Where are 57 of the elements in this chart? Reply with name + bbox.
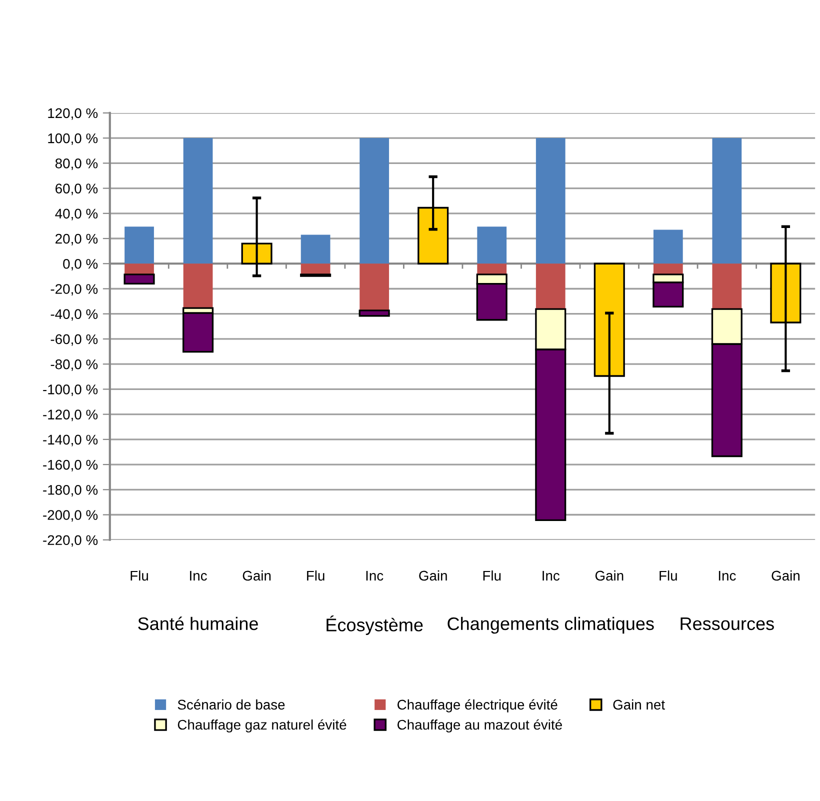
y-tick-label: -60,0 % (50, 334, 98, 346)
legend-label: Gain net (613, 699, 665, 710)
legend-label: Scénario de base (178, 699, 285, 710)
y-tick-label: 120,0 % (48, 108, 98, 120)
x-tick-label: Gain (772, 570, 800, 581)
y-tick-label: -20,0 % (50, 284, 98, 296)
y-tick-label: 80,0 % (55, 158, 98, 170)
legend-label: Chauffage gaz naturel évité (178, 719, 346, 732)
y-tick-label: -40,0 % (50, 309, 98, 321)
y-tick-label: -180,0 % (43, 484, 98, 496)
bar (183, 264, 213, 308)
y-tick-label: 0,0 % (63, 258, 98, 270)
legend-label: Chauffage au mazout évité (398, 719, 562, 732)
text: Santé humaine (138, 616, 258, 630)
bar (653, 230, 683, 264)
text: Écosystème (326, 616, 423, 635)
bar (477, 264, 507, 274)
y-tick-label: -100,0 % (43, 384, 98, 396)
bar (358, 310, 390, 317)
bar (536, 138, 566, 264)
x-tick-label: Inc (366, 570, 384, 581)
x-tick-label: Flu (130, 570, 148, 581)
bar (477, 226, 507, 264)
bar (360, 264, 390, 310)
x-tick-label: Gain (242, 570, 271, 581)
x-tick-label: Inc (542, 570, 560, 581)
x-tick-label: Gain (419, 570, 447, 581)
bar (124, 274, 155, 285)
x-tick-label: Inc (190, 570, 207, 581)
bar (300, 264, 330, 274)
bar (653, 264, 683, 274)
y-tick-label: 40,0 % (55, 208, 98, 220)
y-tick-label: -220,0 % (43, 535, 98, 547)
x-tick-label: Gain (595, 570, 624, 581)
text: Ressources (680, 618, 774, 630)
bar (536, 264, 566, 310)
x-tick-label: Flu (483, 570, 501, 581)
x-tick-label: Flu (660, 570, 677, 581)
y-tick-label: -80,0 % (50, 359, 98, 371)
bar (360, 138, 390, 264)
x-tick-label: Flu (307, 570, 324, 581)
bar (183, 138, 213, 264)
x-tick-label: Inc (718, 570, 736, 581)
y-tick-label: -160,0 % (43, 460, 98, 472)
bar (124, 226, 154, 264)
y-tick-label: 60,0 % (56, 184, 98, 196)
y-tick-label: 20,0 % (56, 234, 98, 246)
y-tick-label: -120,0 % (43, 410, 98, 422)
bar (300, 234, 330, 264)
text: Changements climatiques (448, 616, 654, 634)
bar (712, 264, 742, 310)
legend-label: Chauffage électrique évité (398, 699, 558, 712)
y-tick-label: 100,0 % (48, 133, 98, 145)
y-tick-label: -140,0 % (43, 434, 98, 446)
bar (124, 264, 154, 274)
y-tick-label: -200,0 % (43, 510, 98, 522)
bar (712, 138, 742, 264)
